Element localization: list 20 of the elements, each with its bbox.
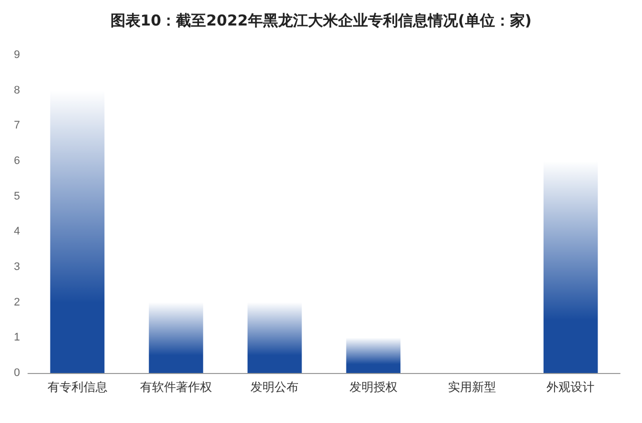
y-tick-label: 5	[14, 190, 20, 202]
bar	[148, 302, 204, 373]
x-tick-label: 发明授权	[349, 380, 398, 394]
y-tick-label: 2	[14, 296, 20, 308]
y-tick-label: 3	[14, 261, 20, 273]
chart-title: 图表10：截至2022年黑龙江大米企业专利信息情况(单位：家)	[110, 12, 532, 30]
bar	[248, 302, 302, 373]
y-tick-label: 4	[14, 226, 20, 238]
y-tick-label: 6	[14, 155, 20, 167]
y-tick-label: 8	[14, 84, 20, 96]
y-tick-label: 9	[14, 49, 20, 61]
x-tick-label: 有专利信息	[47, 380, 108, 394]
x-tick-label: 外观设计	[546, 380, 595, 394]
x-tick-label: 实用新型	[448, 380, 496, 394]
x-tick-label: 发明公布	[250, 380, 299, 394]
y-tick-label: 1	[14, 332, 20, 344]
y-tick-label: 7	[14, 120, 20, 132]
y-tick-label: 0	[14, 367, 20, 379]
x-tick-label: 有软件著作权	[140, 380, 212, 394]
bar	[346, 338, 400, 373]
